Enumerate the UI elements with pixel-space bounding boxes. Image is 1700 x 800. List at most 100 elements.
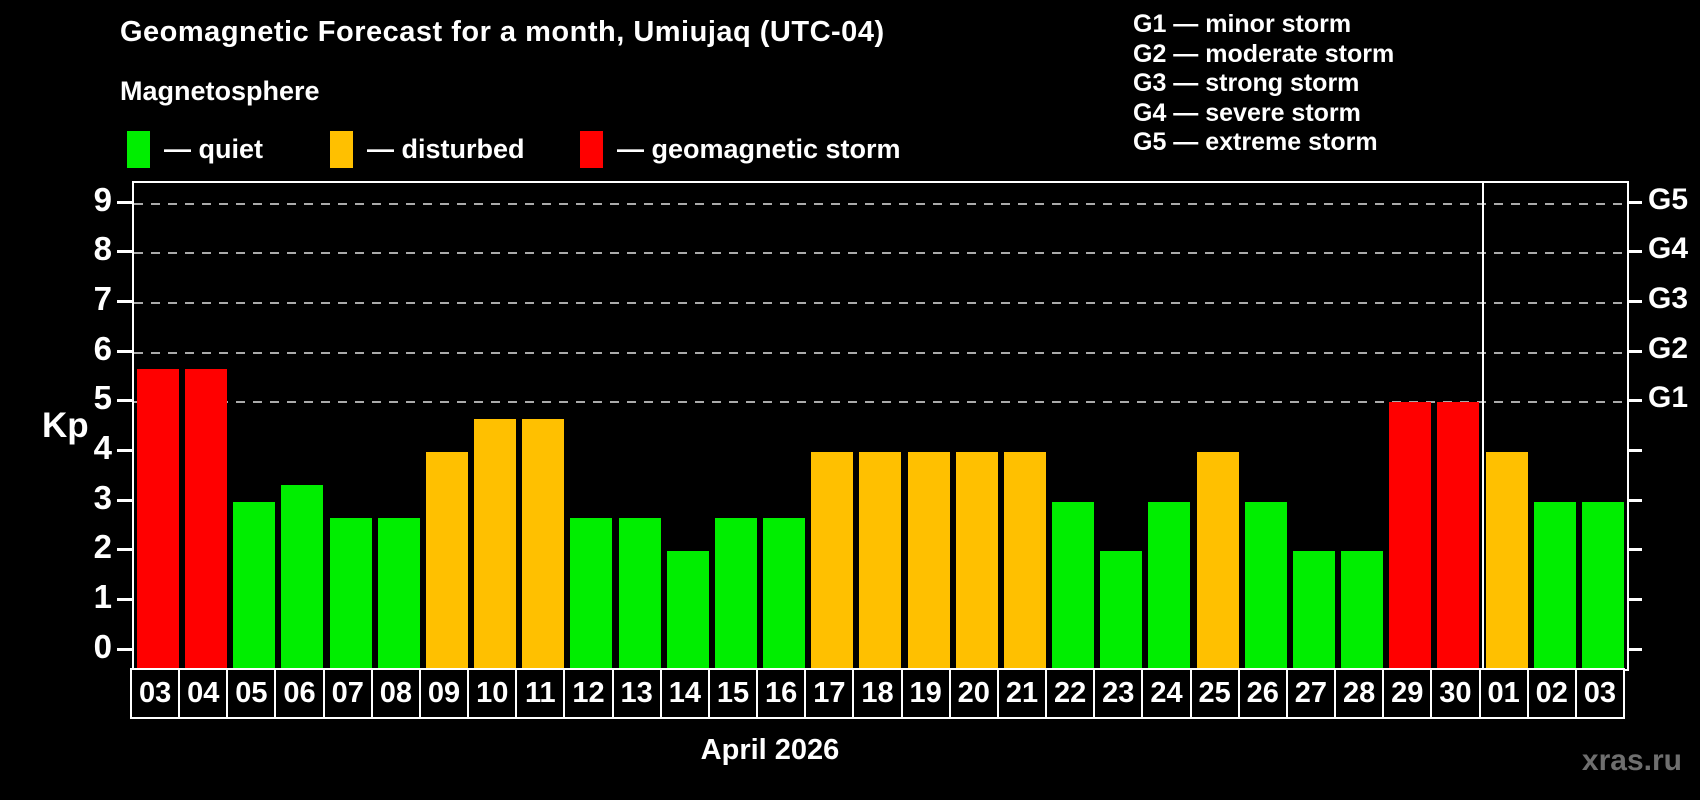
day-label-box-18: 18	[852, 668, 903, 719]
day-label-box-05: 05	[226, 668, 277, 719]
y-tick-right-4	[1627, 449, 1642, 453]
day-label-box-07: 07	[322, 668, 373, 719]
y-tick-right-9	[1627, 200, 1642, 204]
y-tick-left-6	[117, 349, 132, 353]
day-label-box-25: 25	[1189, 668, 1240, 719]
kp-bar-15	[714, 518, 757, 669]
plot-area	[132, 181, 1629, 671]
day-label-box-29: 29	[1382, 668, 1433, 719]
y-tick-left-7	[117, 300, 132, 304]
g-axis-label-G4: G4	[1648, 232, 1689, 266]
y-tick-left-9	[117, 200, 132, 204]
day-label-box-22: 22	[1045, 668, 1096, 719]
y-tick-right-0	[1627, 647, 1642, 651]
grid-line-kp9	[134, 202, 1627, 205]
kp-bar-30	[1437, 402, 1480, 669]
kp-bar-13	[618, 518, 661, 669]
kp-bar-12	[570, 518, 613, 669]
grid-line-kp7	[134, 302, 1627, 305]
day-label-box-26: 26	[1237, 668, 1288, 719]
kp-bar-25	[1196, 452, 1239, 669]
y-tick-right-8	[1627, 250, 1642, 254]
day-label-box-03: 03	[1574, 668, 1625, 719]
kp-bar-29	[1389, 402, 1432, 669]
kp-bar-01	[1485, 452, 1528, 669]
day-label-box-14: 14	[659, 668, 710, 719]
kp-bar-03	[1581, 501, 1624, 669]
y-tick-label-5: 5	[93, 379, 112, 417]
legend-item-storm: — geomagnetic storm	[580, 129, 901, 169]
y-tick-left-3	[117, 498, 132, 502]
g-legend-line: G5 — extreme storm	[1133, 128, 1378, 156]
quiet-color-swatch	[127, 130, 150, 168]
day-label-box-09: 09	[418, 668, 470, 719]
y-tick-left-1	[117, 597, 132, 601]
kp-bar-18	[859, 452, 902, 669]
day-label-box-11: 11	[515, 668, 566, 719]
kp-bar-04	[185, 369, 228, 669]
kp-bar-05	[233, 501, 276, 669]
day-label-box-03: 03	[130, 668, 181, 719]
kp-bar-20	[955, 452, 998, 669]
day-label-box-06: 06	[274, 668, 325, 719]
grid-line-kp6	[134, 351, 1627, 354]
day-label-box-20: 20	[948, 668, 999, 719]
y-tick-left-0	[117, 647, 132, 651]
watermark: xras.ru	[1581, 744, 1682, 777]
y-tick-right-2	[1627, 548, 1642, 552]
y-tick-label-4: 4	[93, 429, 112, 467]
kp-bar-10	[474, 418, 517, 669]
y-axis-title: Kp	[42, 406, 89, 445]
kp-bar-16	[763, 518, 806, 669]
month-label: April 2026	[700, 734, 840, 766]
y-tick-right-6	[1627, 349, 1642, 353]
y-tick-label-0: 0	[93, 627, 112, 665]
y-tick-right-3	[1627, 498, 1642, 502]
magnetosphere-label: Magnetosphere	[120, 76, 320, 106]
kp-bar-07	[329, 518, 372, 669]
kp-bar-03	[137, 369, 179, 669]
y-tick-left-8	[117, 250, 132, 254]
day-label-box-15: 15	[707, 668, 759, 719]
g-legend-line: G4 — severe storm	[1133, 98, 1361, 127]
kp-bar-06	[281, 485, 324, 669]
g-axis-label-G3: G3	[1648, 282, 1689, 316]
y-tick-left-5	[117, 399, 132, 403]
storm-color-swatch	[580, 130, 603, 168]
day-label-box-08: 08	[370, 668, 421, 719]
day-label-box-12: 12	[563, 668, 614, 719]
kp-bar-24	[1148, 501, 1191, 669]
page-title: Geomagnetic Forecast for a month, Umiuja…	[120, 16, 885, 48]
legend-label-storm: — geomagnetic storm	[617, 133, 901, 164]
y-tick-left-2	[117, 548, 132, 552]
legend-label-quiet: — quiet	[164, 133, 263, 164]
kp-bar-09	[425, 452, 468, 669]
day-label-box-01: 01	[1478, 668, 1529, 719]
kp-bar-21	[1003, 452, 1046, 669]
g-axis-label-G2: G2	[1648, 331, 1689, 365]
y-tick-label-3: 3	[93, 478, 112, 516]
kp-bar-26	[1244, 501, 1287, 669]
day-label-box-24: 24	[1141, 668, 1192, 719]
day-label-box-27: 27	[1285, 668, 1337, 719]
g-axis-label-G1: G1	[1648, 381, 1689, 415]
kp-bar-08	[377, 518, 420, 669]
kp-bar-23	[1100, 551, 1143, 669]
kp-bar-19	[907, 452, 950, 669]
day-label-box-23: 23	[1093, 668, 1144, 719]
day-label-box-04: 04	[178, 668, 229, 719]
day-label-box-28: 28	[1334, 668, 1385, 719]
g-legend-line: G1 — minor storm	[1133, 10, 1352, 38]
g-legend-line: G3 — strong storm	[1133, 69, 1360, 97]
legend-label-disturbed: — disturbed	[367, 133, 525, 164]
kp-bar-27	[1292, 551, 1335, 669]
kp-bar-22	[1052, 501, 1095, 669]
y-tick-right-5	[1627, 399, 1642, 403]
y-tick-right-7	[1627, 300, 1642, 304]
day-label-box-30: 30	[1430, 668, 1481, 719]
grid-line-kp8	[134, 252, 1627, 255]
g-scale-legend: G1 — minor storm G2 — moderate storm G3 …	[1133, 10, 1394, 158]
y-tick-label-6: 6	[93, 329, 112, 367]
day-label-box-16: 16	[756, 668, 807, 719]
